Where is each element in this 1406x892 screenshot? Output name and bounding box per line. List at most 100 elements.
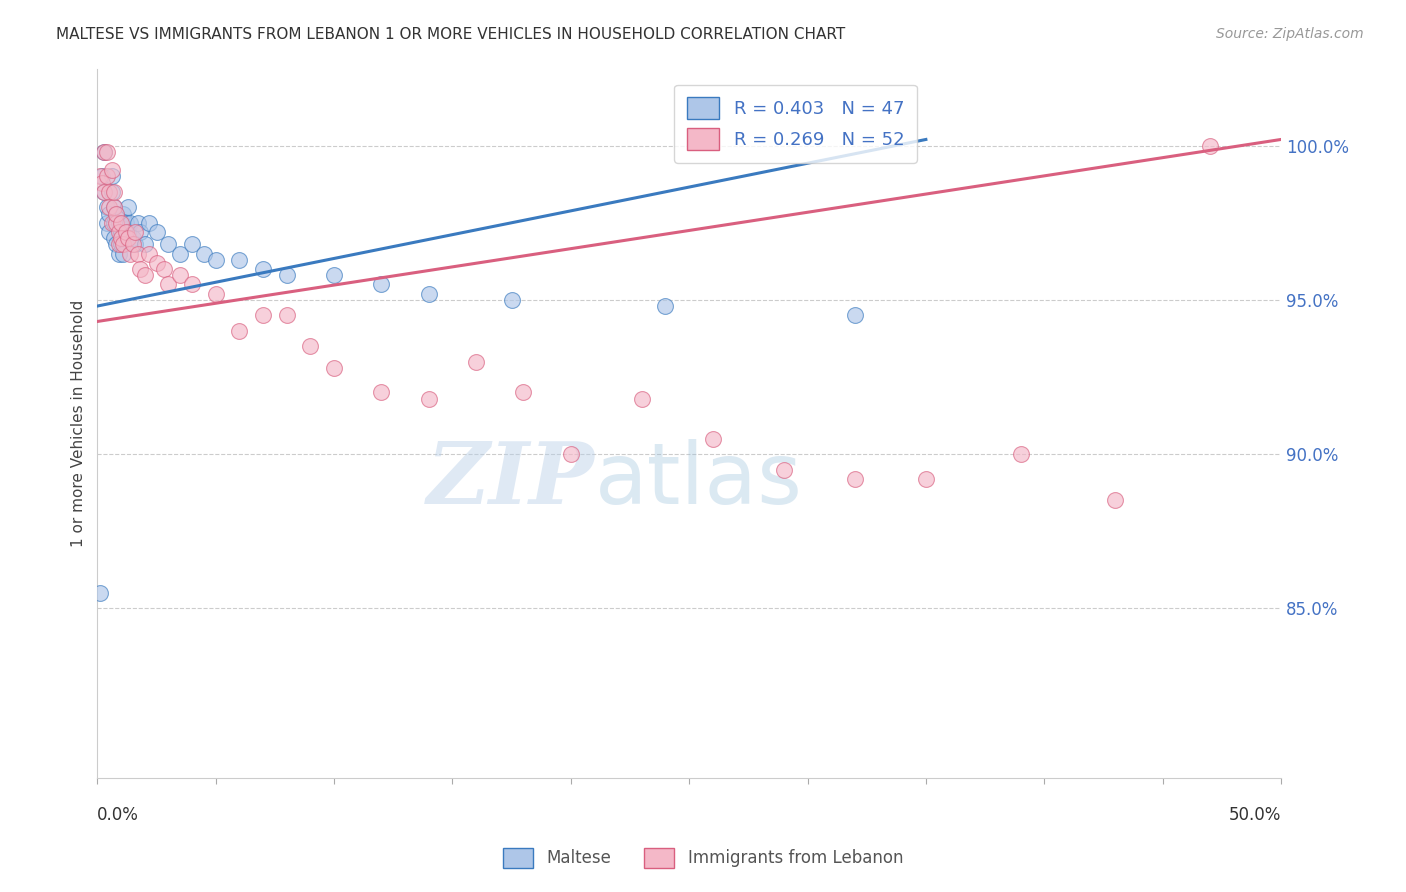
Point [98, 206, 121, 220]
Point [252, 262, 274, 277]
Point [157, 237, 180, 252]
Point [110, 231, 132, 245]
Point [370, 277, 392, 292]
Point [512, 385, 534, 400]
Point [418, 286, 440, 301]
Point [323, 268, 346, 283]
Point [103, 200, 125, 214]
Point [98, 185, 121, 199]
Point [91, 169, 114, 184]
Point [120, 246, 142, 260]
Text: 0.0%: 0.0% [97, 806, 139, 824]
Point [107, 237, 129, 252]
Point [103, 200, 125, 214]
Point [110, 225, 132, 239]
Point [152, 262, 174, 277]
Point [129, 262, 152, 277]
Point [228, 324, 250, 338]
Point [204, 286, 226, 301]
Point [418, 392, 440, 406]
Point [844, 472, 866, 486]
Point [181, 237, 204, 252]
Point [96, 169, 118, 184]
Point [772, 462, 794, 476]
Point [105, 216, 128, 230]
Point [105, 237, 128, 252]
Point [107, 216, 129, 230]
Point [121, 231, 143, 245]
Point [105, 206, 128, 220]
Point [1010, 447, 1032, 461]
Point [89, 586, 111, 600]
Point [120, 216, 142, 230]
Point [93, 185, 115, 199]
Point [465, 354, 488, 368]
Legend: R = 0.403   N = 47, R = 0.269   N = 52: R = 0.403 N = 47, R = 0.269 N = 52 [673, 85, 917, 163]
Point [124, 225, 146, 239]
Point [181, 277, 204, 292]
Point [276, 308, 298, 322]
Point [110, 216, 132, 230]
Point [112, 237, 135, 252]
Point [157, 277, 180, 292]
Text: Source: ZipAtlas.com: Source: ZipAtlas.com [1216, 27, 1364, 41]
Point [103, 216, 125, 230]
Point [93, 145, 115, 159]
Point [134, 237, 156, 252]
Point [100, 185, 122, 199]
Point [138, 216, 160, 230]
Legend: Maltese, Immigrants from Lebanon: Maltese, Immigrants from Lebanon [496, 841, 910, 875]
Point [169, 246, 191, 260]
Point [98, 200, 121, 214]
Point [112, 246, 135, 260]
Point [323, 360, 346, 375]
Point [501, 293, 523, 307]
Point [560, 447, 582, 461]
Text: MALTESE VS IMMIGRANTS FROM LEBANON 1 OR MORE VEHICLES IN HOUSEHOLD CORRELATION C: MALTESE VS IMMIGRANTS FROM LEBANON 1 OR … [56, 27, 845, 42]
Point [100, 163, 122, 178]
Point [844, 308, 866, 322]
Point [129, 225, 152, 239]
Text: atlas: atlas [595, 439, 803, 522]
Point [100, 216, 122, 230]
Point [98, 225, 121, 239]
Point [134, 268, 156, 283]
Point [107, 225, 129, 239]
Point [117, 225, 139, 239]
Point [630, 392, 652, 406]
Point [105, 206, 128, 220]
Point [114, 216, 136, 230]
Point [654, 299, 676, 313]
Point [112, 206, 135, 220]
Point [204, 252, 226, 267]
Point [702, 432, 724, 446]
Point [96, 200, 118, 214]
Point [110, 237, 132, 252]
Point [127, 216, 149, 230]
Point [107, 246, 129, 260]
Point [93, 145, 115, 159]
Point [100, 169, 122, 184]
Point [1199, 138, 1222, 153]
Text: ZIP: ZIP [426, 438, 595, 522]
Point [299, 339, 322, 353]
Point [124, 237, 146, 252]
Point [93, 185, 115, 199]
Point [103, 185, 125, 199]
Point [252, 308, 274, 322]
Point [114, 225, 136, 239]
Point [169, 268, 191, 283]
Point [127, 246, 149, 260]
Point [276, 268, 298, 283]
Point [96, 216, 118, 230]
Point [103, 231, 125, 245]
Point [121, 237, 143, 252]
Point [117, 231, 139, 245]
Point [96, 145, 118, 159]
Point [228, 252, 250, 267]
Point [89, 169, 111, 184]
Point [138, 246, 160, 260]
Point [145, 225, 167, 239]
Y-axis label: 1 or more Vehicles in Household: 1 or more Vehicles in Household [72, 300, 86, 547]
Point [145, 256, 167, 270]
